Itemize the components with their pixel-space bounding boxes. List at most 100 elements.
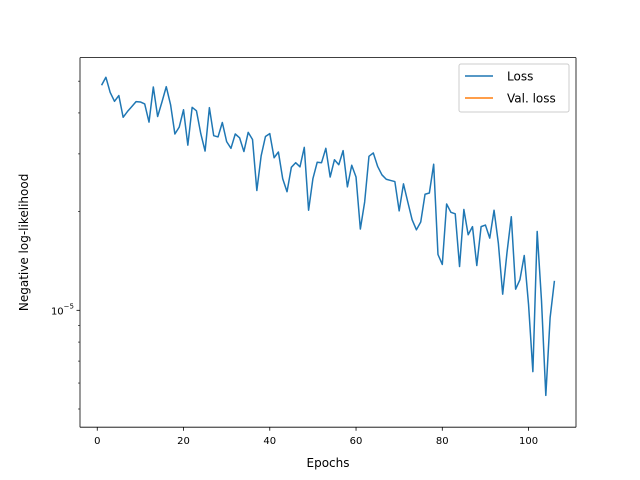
data-point: [501, 293, 504, 296]
data-point: [432, 163, 435, 166]
data-point: [217, 135, 220, 138]
data-point: [152, 85, 155, 88]
y-tick-label: 10−5: [51, 302, 74, 317]
data-point: [169, 103, 172, 106]
data-point: [199, 132, 202, 135]
data-point: [182, 108, 185, 111]
data-point: [553, 279, 556, 282]
data-point: [316, 161, 319, 164]
data-point: [531, 370, 534, 373]
data-point: [178, 126, 181, 129]
data-point: [311, 177, 314, 180]
data-point: [402, 182, 405, 185]
data-point: [109, 91, 112, 94]
data-point: [467, 233, 470, 236]
data-point: [367, 155, 370, 158]
data-point: [264, 135, 267, 138]
data-point: [186, 144, 189, 147]
data-point: [139, 100, 142, 103]
data-point: [298, 165, 301, 168]
data-point: [471, 225, 474, 228]
x-tick-label: 40: [263, 436, 276, 447]
data-point: [337, 163, 340, 166]
data-point: [165, 85, 168, 88]
data-point: [100, 84, 103, 87]
data-point: [113, 100, 116, 103]
x-axis-ticks: 0 20 40 60 80 100: [94, 427, 538, 447]
data-point: [234, 133, 237, 136]
data-point: [488, 237, 491, 240]
data-point: [277, 151, 280, 154]
data-point: [173, 133, 176, 136]
data-point: [549, 316, 552, 319]
y-axis-ticks: 10−5: [51, 80, 80, 410]
data-point: [260, 154, 263, 157]
data-point: [148, 121, 151, 124]
data-point: [329, 176, 332, 179]
data-point: [320, 161, 323, 164]
data-point: [398, 209, 401, 212]
data-point: [342, 149, 345, 152]
data-point: [385, 178, 388, 181]
data-point: [480, 225, 483, 228]
data-point: [229, 147, 232, 150]
series-layer: [100, 76, 556, 397]
data-point: [135, 100, 138, 103]
y-axis-label: Negative log-likelihood: [17, 174, 31, 311]
data-point: [419, 220, 422, 223]
x-tick-label: 60: [350, 436, 363, 447]
data-point: [380, 173, 383, 176]
data-point: [143, 102, 146, 105]
plot-area: [79, 57, 577, 428]
data-point: [346, 185, 349, 188]
x-tick-label: 20: [177, 436, 190, 447]
data-point: [445, 203, 448, 206]
data-point: [449, 211, 452, 214]
data-point: [126, 110, 129, 113]
data-point: [372, 151, 375, 154]
data-point: [221, 121, 224, 124]
data-point: [290, 166, 293, 169]
data-point: [212, 134, 215, 137]
legend-label-loss: Loss: [507, 70, 533, 84]
data-point: [436, 253, 439, 256]
axes-frame: [80, 57, 576, 428]
data-point: [242, 150, 245, 153]
x-tick-label: 100: [519, 436, 538, 447]
data-point: [475, 264, 478, 267]
data-point: [204, 150, 207, 153]
data-point: [350, 164, 353, 167]
data-point: [156, 115, 159, 118]
data-point: [493, 209, 496, 212]
data-point: [536, 230, 539, 233]
data-point: [286, 190, 289, 193]
data-point: [303, 146, 306, 149]
data-point: [458, 265, 461, 268]
data-point: [238, 136, 241, 139]
data-point: [195, 109, 198, 112]
data-point: [441, 263, 444, 266]
data-point: [294, 161, 297, 164]
x-tick-label: 0: [94, 436, 100, 447]
data-point: [255, 189, 258, 192]
data-point: [122, 116, 125, 119]
data-point: [117, 94, 120, 97]
data-point: [523, 254, 526, 257]
legend-label-val-loss: Val. loss: [507, 92, 556, 106]
data-point: [273, 156, 276, 159]
data-point: [324, 147, 327, 150]
data-point: [411, 218, 414, 221]
series-line-loss: [100, 76, 556, 397]
axes-spines: [79, 57, 577, 428]
data-point: [527, 303, 530, 306]
x-tick-label: 80: [436, 436, 449, 447]
data-point: [191, 106, 194, 109]
data-point: [251, 138, 254, 141]
data-point: [333, 158, 336, 161]
data-point: [540, 299, 543, 302]
data-point: [160, 100, 163, 103]
data-point: [393, 180, 396, 183]
data-point: [363, 200, 366, 203]
data-point: [424, 193, 427, 196]
